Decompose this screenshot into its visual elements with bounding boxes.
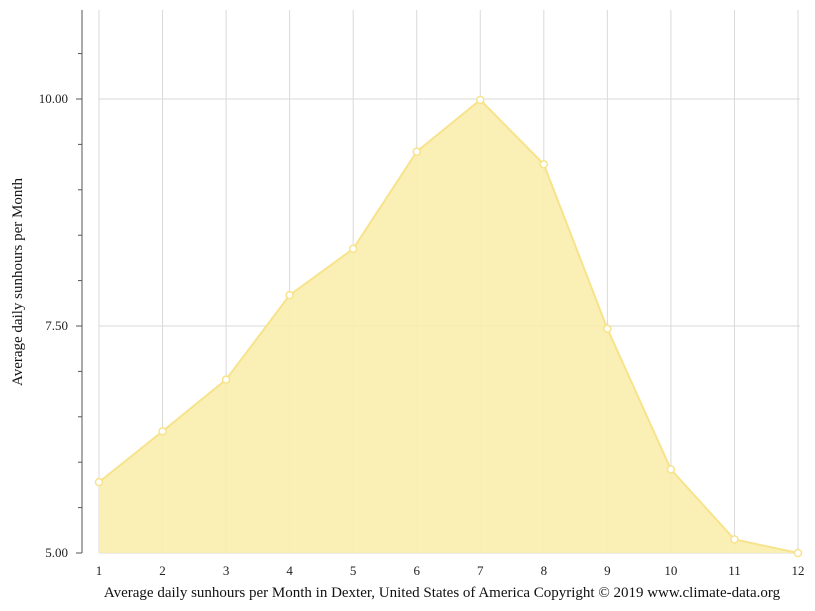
y-tick-label: 7.50: [45, 318, 68, 333]
y-tick-label: 10.00: [39, 91, 68, 106]
x-tick-label: 4: [286, 563, 293, 578]
x-tick-label: 7: [477, 563, 484, 578]
data-point-3: [221, 375, 231, 384]
chart-caption: Average daily sunhours per Month in Dext…: [104, 585, 781, 601]
x-tick-label: 2: [159, 563, 166, 578]
data-point-11: [730, 535, 739, 544]
axes: [76, 10, 83, 554]
x-tick-label: 3: [223, 563, 230, 578]
series-line: [98, 98, 799, 554]
x-tick-label: 10: [664, 563, 677, 578]
data-point-5: [348, 244, 358, 254]
data-point-9: [603, 324, 612, 333]
x-tick-labels: 1 2 3 4 5 6 7 8 9 10 11 12: [96, 563, 805, 578]
series-area: [98, 98, 799, 554]
x-tick-label: 6: [413, 563, 420, 578]
y-tick-labels: 5.00 7.50 10.00: [39, 91, 68, 560]
x-tick-label: 5: [350, 563, 357, 578]
data-point-12: [793, 548, 803, 558]
y-axis-title: Average daily sunhours per Month: [10, 178, 26, 387]
data-point-1: [94, 477, 104, 487]
x-tick-label: 1: [96, 563, 103, 578]
data-point-7: [476, 95, 485, 105]
x-tick-label: 12: [792, 563, 805, 578]
y-tick-label: 5.00: [45, 545, 68, 560]
data-point-2: [158, 427, 167, 436]
data-point-4: [285, 290, 294, 300]
x-tick-label: 9: [604, 563, 611, 578]
data-point-6: [412, 147, 421, 156]
data-point-10: [666, 465, 676, 474]
data-point-8: [539, 160, 549, 169]
data-points: [94, 95, 803, 558]
area-fill: [99, 99, 798, 553]
x-tick-label: 8: [541, 563, 548, 578]
x-tick-label: 11: [728, 563, 741, 578]
